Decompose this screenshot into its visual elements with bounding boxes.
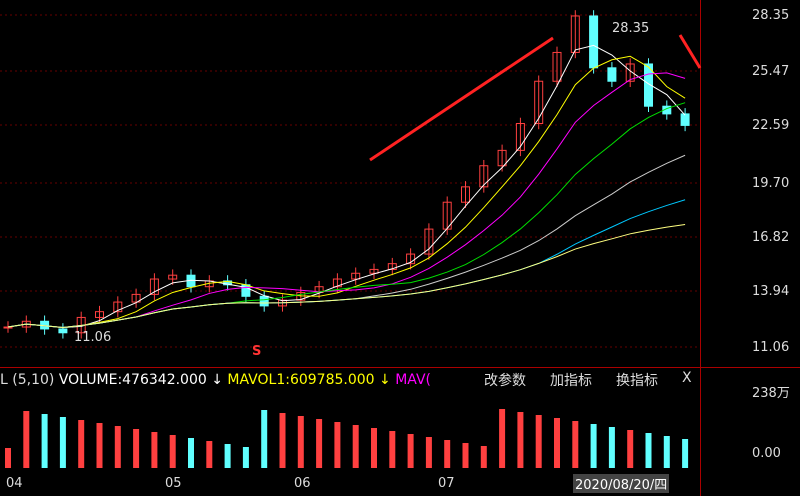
- candle: [625, 63, 635, 82]
- candle: [424, 228, 434, 255]
- volume-bar: [41, 414, 48, 468]
- volume-bar: [96, 423, 103, 468]
- volume-bar: [627, 430, 634, 468]
- volume-bar: [334, 422, 341, 468]
- month-tick: 05: [165, 476, 182, 491]
- volume-bar: [316, 419, 323, 468]
- volume-bar: [389, 431, 396, 468]
- month-tick: 04: [6, 476, 23, 491]
- close-icon[interactable]: X: [682, 370, 692, 386]
- moving-average-line: [7, 55, 686, 329]
- candle: [369, 268, 379, 274]
- candle: [332, 278, 342, 288]
- volume-bar: [371, 428, 377, 468]
- candle: [534, 80, 544, 124]
- candle: [552, 51, 562, 82]
- trend-arrow: [678, 34, 702, 69]
- price-tick: 25.47: [752, 64, 790, 79]
- candle: [95, 311, 104, 318]
- volume-bar: [261, 410, 268, 468]
- candle: [680, 113, 690, 126]
- volume-tick: 238万: [752, 386, 790, 401]
- candle: [351, 272, 361, 280]
- volume-bar: [169, 435, 176, 468]
- candle: [461, 186, 470, 203]
- switch-indicator-button[interactable]: 换指标: [616, 373, 658, 389]
- change-params-button[interactable]: 改参数: [484, 373, 526, 389]
- volume-bar: [224, 444, 231, 468]
- volume-bar: [645, 433, 652, 468]
- price-tick: 22.59: [752, 118, 790, 133]
- month-tick: 06: [294, 476, 311, 491]
- volume-bar: [59, 417, 66, 468]
- price-tick: 13.94: [752, 284, 790, 299]
- trend-arrow: [369, 36, 554, 162]
- candle: [3, 326, 13, 329]
- candle: [387, 263, 397, 270]
- volume-bar: [5, 448, 11, 468]
- volume-bar: [297, 416, 304, 468]
- price-tick: 16.82: [752, 230, 790, 245]
- moving-average-line: [7, 102, 686, 329]
- candle: [168, 274, 178, 280]
- candle: [607, 67, 617, 82]
- volume-bar: [444, 440, 451, 468]
- candle: [259, 295, 269, 307]
- candle: [497, 149, 507, 167]
- panel-divider: [0, 367, 800, 368]
- moving-average-line: [7, 199, 686, 329]
- volume-bar: [279, 413, 286, 468]
- volume-bar: [682, 439, 689, 468]
- price-tick: 28.35: [752, 8, 790, 23]
- volume-bar: [499, 409, 506, 468]
- volume-bar: [242, 447, 249, 468]
- high-price-label: 28.35: [612, 21, 650, 36]
- sell-signal: S: [252, 344, 262, 359]
- volume-bar: [114, 426, 121, 468]
- volume-bar: [407, 434, 414, 468]
- volume-bar: [23, 411, 30, 468]
- moving-average-line: [7, 223, 686, 329]
- axis-line: [700, 0, 701, 496]
- candle: [58, 328, 68, 334]
- low-price-label: 11.06: [74, 330, 112, 345]
- price-tick: 11.06: [752, 340, 790, 355]
- candle: [570, 15, 580, 53]
- volume-bar: [535, 415, 542, 468]
- moving-average-line: [7, 154, 686, 329]
- volume-bar: [608, 427, 615, 468]
- volume-bar: [517, 412, 524, 468]
- volume-bar: [462, 443, 469, 468]
- volume-bar: [206, 441, 213, 468]
- volume-bar: [151, 432, 158, 468]
- price-tick: 19.70: [752, 176, 790, 191]
- volume-header: L (5,10) VOLUME:476342.000 ↓ MAVOL1:6097…: [0, 372, 432, 388]
- volume-bar: [188, 438, 194, 468]
- volume-bar: [133, 429, 140, 468]
- candle: [131, 293, 141, 303]
- volume-bar: [554, 418, 560, 468]
- month-tick: 07: [438, 476, 455, 491]
- volume-bar: [572, 421, 579, 468]
- candle: [589, 15, 599, 69]
- volume-bar: [590, 424, 597, 468]
- add-indicator-button[interactable]: 加指标: [550, 373, 592, 389]
- volume-bar: [352, 425, 359, 468]
- volume-bar: [480, 446, 487, 468]
- volume-bar: [425, 437, 432, 468]
- volume-tick: 0.00: [752, 446, 781, 461]
- date-label: 2020/08/20/四: [573, 474, 670, 493]
- moving-average-line: [7, 44, 686, 329]
- candle: [149, 278, 159, 295]
- candle: [644, 63, 653, 107]
- volume-bar: [78, 420, 85, 468]
- candle: [515, 122, 525, 151]
- volume-bar: [663, 436, 670, 468]
- candle: [479, 165, 489, 188]
- candle: [113, 301, 123, 313]
